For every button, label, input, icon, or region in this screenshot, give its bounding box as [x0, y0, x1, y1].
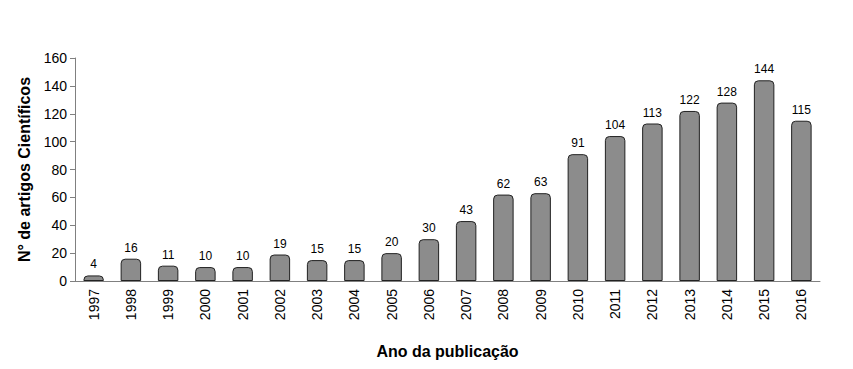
svg-text:2014: 2014 — [719, 289, 735, 320]
svg-text:2004: 2004 — [346, 289, 362, 320]
svg-text:1997: 1997 — [86, 289, 102, 320]
svg-text:2002: 2002 — [272, 289, 288, 320]
svg-text:2015: 2015 — [756, 289, 772, 320]
svg-text:43: 43 — [459, 203, 473, 217]
svg-text:16: 16 — [124, 241, 138, 255]
svg-text:80: 80 — [51, 162, 67, 178]
svg-text:1999: 1999 — [160, 289, 176, 320]
svg-text:30: 30 — [422, 221, 436, 235]
svg-text:144: 144 — [754, 62, 774, 76]
svg-text:2013: 2013 — [682, 289, 698, 320]
svg-text:10: 10 — [236, 249, 250, 263]
svg-text:2009: 2009 — [533, 289, 549, 320]
svg-text:100: 100 — [44, 134, 68, 150]
svg-text:19: 19 — [273, 237, 287, 251]
svg-text:10: 10 — [199, 249, 213, 263]
svg-text:91: 91 — [571, 136, 585, 150]
svg-text:115: 115 — [792, 103, 811, 117]
svg-text:63: 63 — [534, 175, 548, 189]
svg-text:2005: 2005 — [384, 289, 400, 320]
svg-text:140: 140 — [44, 78, 68, 94]
svg-text:60: 60 — [51, 189, 67, 205]
svg-text:20: 20 — [51, 245, 67, 261]
svg-text:2016: 2016 — [793, 289, 809, 320]
svg-text:2000: 2000 — [197, 289, 213, 320]
svg-text:2007: 2007 — [458, 289, 474, 320]
svg-text:2003: 2003 — [309, 289, 325, 320]
svg-text:Ano da publicação: Ano da publicação — [376, 343, 518, 360]
svg-text:0: 0 — [59, 273, 67, 289]
svg-text:128: 128 — [717, 85, 737, 99]
svg-text:11: 11 — [162, 248, 175, 262]
svg-text:N° de artigos Científicos: N° de artigos Científicos — [16, 77, 33, 262]
svg-text:2011: 2011 — [607, 289, 623, 319]
svg-text:20: 20 — [385, 235, 399, 249]
svg-text:120: 120 — [44, 106, 68, 122]
svg-text:122: 122 — [680, 93, 700, 107]
svg-text:40: 40 — [51, 217, 67, 233]
svg-text:1998: 1998 — [123, 289, 139, 320]
svg-text:4: 4 — [90, 257, 97, 271]
svg-text:2006: 2006 — [421, 289, 437, 320]
svg-text:15: 15 — [348, 242, 362, 256]
svg-text:160: 160 — [44, 50, 68, 66]
svg-text:113: 113 — [643, 106, 662, 120]
svg-text:2001: 2001 — [235, 289, 251, 320]
svg-text:2012: 2012 — [644, 289, 660, 320]
svg-text:104: 104 — [605, 118, 625, 132]
svg-text:2008: 2008 — [495, 289, 511, 320]
svg-text:62: 62 — [497, 177, 511, 191]
svg-text:2010: 2010 — [570, 289, 586, 320]
svg-text:15: 15 — [310, 242, 324, 256]
